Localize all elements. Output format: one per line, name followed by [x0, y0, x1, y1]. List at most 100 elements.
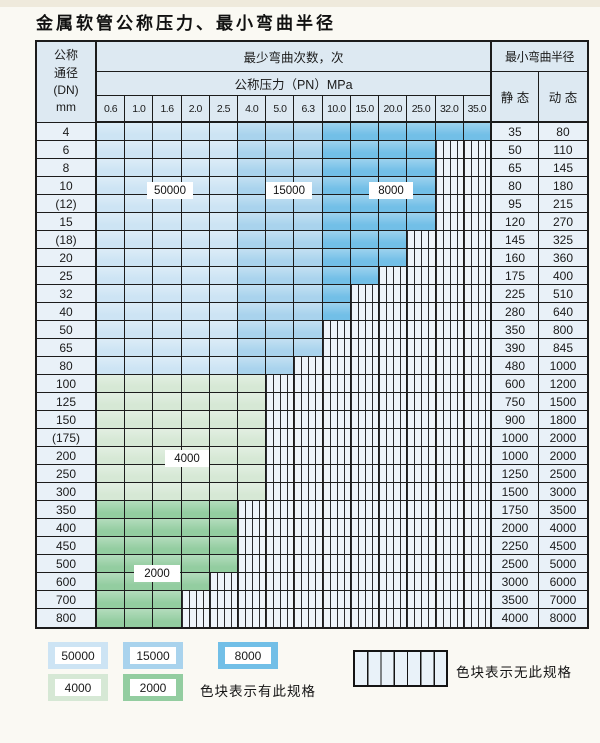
no-spec-cell — [294, 375, 323, 393]
spec-cell — [238, 231, 267, 249]
spec-cell — [322, 159, 351, 177]
spec-cell — [350, 213, 380, 231]
no-spec-cell — [435, 465, 464, 483]
spec-cell — [209, 123, 239, 141]
no-spec-cell — [435, 231, 464, 249]
no-spec-cell — [350, 573, 380, 591]
no-spec-cell — [407, 537, 436, 555]
no-spec-cell — [435, 501, 464, 519]
static-cell-6: 50 — [491, 141, 539, 159]
no-spec-cell — [407, 231, 436, 249]
no-spec-cell — [266, 465, 295, 483]
no-spec-cell — [435, 303, 464, 321]
no-spec-cell — [294, 483, 323, 501]
legend-swatch-15000: 15000 — [123, 642, 183, 669]
spec-cell — [97, 555, 126, 573]
spec-cell — [266, 195, 295, 213]
no-spec-cell — [435, 321, 464, 339]
spec-cell — [294, 249, 323, 267]
spec-cell — [209, 357, 239, 375]
no-spec-cell — [350, 537, 380, 555]
spec-cell — [322, 123, 351, 141]
static-cell-20: 160 — [491, 249, 539, 267]
no-spec-cell — [266, 555, 295, 573]
spec-cell — [125, 159, 154, 177]
no-spec-cell — [407, 483, 436, 501]
spec-cell — [125, 177, 154, 195]
no-spec-cell — [379, 303, 408, 321]
spec-cell — [153, 195, 182, 213]
spec-cell — [379, 123, 408, 141]
spec-cell — [294, 339, 323, 357]
no-spec-cell — [294, 429, 323, 447]
dynamic-cell-6: 110 — [538, 141, 587, 159]
dynamic-cell-15: 270 — [538, 213, 587, 231]
spec-cell — [350, 231, 380, 249]
spec-cell — [125, 141, 154, 159]
spec-cell — [181, 411, 210, 429]
no-spec-cell — [209, 573, 239, 591]
spec-cell — [238, 375, 267, 393]
spec-cell — [294, 303, 323, 321]
no-spec-cell — [379, 339, 408, 357]
no-spec-cell — [322, 339, 351, 357]
spec-cell — [350, 159, 380, 177]
dn-cell-450: 450 — [37, 537, 97, 555]
pressure-header-2.5: 2.5 — [209, 96, 239, 123]
spec-cell — [181, 393, 210, 411]
pressure-header-5.0: 5.0 — [266, 96, 295, 123]
no-spec-cell — [294, 519, 323, 537]
no-spec-cell — [463, 213, 492, 231]
no-spec-cell — [463, 519, 492, 537]
no-spec-cell — [435, 609, 464, 627]
spec-cell — [322, 231, 351, 249]
spec-cell — [266, 267, 295, 285]
no-spec-cell — [322, 321, 351, 339]
no-spec-cell — [435, 411, 464, 429]
no-spec-cell — [322, 447, 351, 465]
spec-cell — [97, 159, 126, 177]
no-spec-cell — [463, 159, 492, 177]
spec-cell — [209, 339, 239, 357]
no-spec-cell — [407, 411, 436, 429]
no-spec-cell — [350, 501, 380, 519]
no-spec-cell — [435, 285, 464, 303]
spec-cell — [97, 591, 126, 609]
spec-cell — [153, 231, 182, 249]
spec-cell — [181, 429, 210, 447]
static-cell-250: 1250 — [491, 465, 539, 483]
spec-cell — [181, 267, 210, 285]
static-cell-350: 1750 — [491, 501, 539, 519]
static-cell-40: 280 — [491, 303, 539, 321]
spec-cell — [97, 231, 126, 249]
no-spec-cell — [435, 429, 464, 447]
spec-cell — [266, 303, 295, 321]
spec-cell — [97, 177, 126, 195]
no-spec-cell — [322, 411, 351, 429]
legend-label-2000: 2000 — [130, 679, 176, 696]
page-title: 金属软管公称压力、最小弯曲半径 — [36, 14, 336, 34]
no-spec-cell — [463, 591, 492, 609]
no-spec-cell — [407, 357, 436, 375]
spec-cell — [181, 321, 210, 339]
legend-has-spec-text: 色块表示有此规格 — [200, 684, 316, 699]
no-spec-cell — [350, 375, 380, 393]
dn-cell-500: 500 — [37, 555, 97, 573]
no-spec-cell — [463, 141, 492, 159]
spec-cell — [238, 447, 267, 465]
no-spec-cell — [463, 375, 492, 393]
spec-cell — [379, 231, 408, 249]
spec-cell — [125, 303, 154, 321]
spec-cell — [153, 267, 182, 285]
spec-cell — [209, 519, 239, 537]
pressure-header-15.0: 15.0 — [350, 96, 380, 123]
spec-cell — [181, 285, 210, 303]
no-spec-cell — [350, 483, 380, 501]
no-spec-cell — [379, 573, 408, 591]
no-spec-cell — [350, 321, 380, 339]
spec-cell — [379, 249, 408, 267]
dn-cell-600: 600 — [37, 573, 97, 591]
no-spec-cell — [266, 483, 295, 501]
spec-cell — [407, 195, 436, 213]
spec-cell — [294, 123, 323, 141]
